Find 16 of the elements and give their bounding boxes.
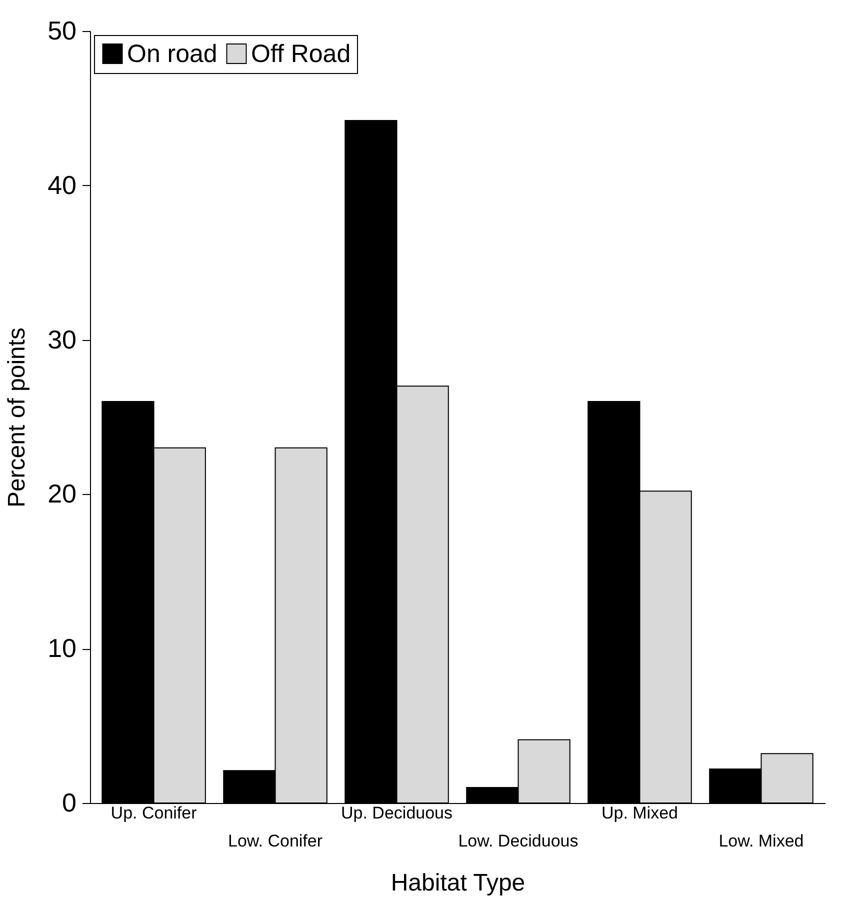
legend-label: Off Road [251,40,351,68]
y-tick-label: 40 [48,170,76,200]
y-tick-label: 0 [62,788,76,818]
y-tick-label: 30 [48,324,76,354]
x-tick-label: Up. Mixed [601,804,678,822]
x-axis-title: Habitat Type [390,870,526,896]
x-tick-label: Up. Conifer [110,804,198,822]
x-tick-label: Low. Deciduous [458,832,578,850]
y-axis-title: Percent of points [4,327,31,508]
x-tick-label: Up. Deciduous [341,804,453,822]
x-tick-label: Low. Mixed [718,832,804,850]
x-tick-label: Low. Conifer [228,832,323,850]
legend-label: On road [127,40,218,68]
y-tick-label: 50 [48,16,76,46]
y-tick-label: 10 [48,633,76,664]
y-tick-label: 20 [48,478,76,509]
